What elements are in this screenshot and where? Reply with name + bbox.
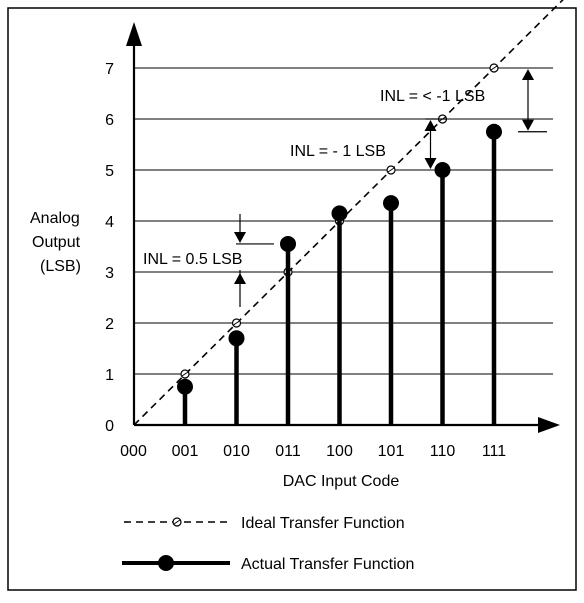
actual-point-101: [383, 195, 399, 212]
y-tick-labels: 0 1 2 3 4 5 6 7: [105, 61, 114, 435]
x-tick-100: 100: [326, 443, 353, 460]
x-tick-101: 101: [378, 443, 405, 460]
x-tick-010: 010: [223, 443, 250, 460]
x-axis-arrow: [538, 417, 560, 433]
ideal-point-mark-001: [181, 371, 189, 377]
y-axis-label-line3: (LSB): [40, 258, 81, 275]
inl-05-arrow-head-top: [234, 231, 246, 243]
legend: Ideal Transfer Function Actual Transfer …: [122, 515, 414, 573]
y-tick-6: 6: [105, 112, 114, 129]
x-tick-000: 000: [120, 443, 147, 460]
legend-actual-swatch: [122, 555, 230, 571]
y-tick-2: 2: [105, 316, 114, 333]
inl-lt-m1-label: INL = < -1 LSB: [380, 88, 485, 105]
x-tick-111: 111: [482, 443, 506, 460]
ideal-point-mark-101: [387, 167, 395, 173]
y-axis-arrow: [126, 22, 142, 46]
y-tick-3: 3: [105, 265, 114, 282]
inl-m1-arrow-head-top: [424, 120, 437, 131]
y-tick-5: 5: [105, 163, 114, 180]
y-tick-0: 0: [105, 418, 114, 435]
x-tick-labels: 000 001 010 011 100 101 110 111: [120, 443, 506, 460]
legend-ideal-label: Ideal Transfer Function: [241, 515, 405, 532]
inl-05-arrow-head-bottom: [234, 273, 246, 284]
y-axis-label-line2: Output: [32, 234, 81, 251]
figure-border: [7, 7, 577, 591]
y-tick-1: 1: [105, 367, 114, 384]
ideal-point-mark-010: [233, 320, 240, 326]
x-tick-110: 110: [430, 443, 456, 460]
x-tick-011: 011: [275, 443, 301, 460]
actual-point-100: [331, 205, 348, 222]
ideal-line: [133, 0, 564, 426]
legend-actual-label: Actual Transfer Function: [241, 556, 414, 573]
y-axis-label-line1: Analog: [30, 210, 80, 227]
grid: [134, 67, 553, 375]
inl-m1-label: INL = - 1 LSB: [290, 143, 386, 160]
x-tick-001: 001: [172, 443, 199, 460]
annotations: INL = 0.5 LSB INL = - 1 LSB INL = < -1 LSB: [143, 69, 547, 307]
inl-05-label: INL = 0.5 LSB: [143, 251, 242, 268]
y-tick-4: 4: [105, 214, 114, 231]
actual-series: [177, 123, 502, 425]
actual-point-011: [280, 235, 296, 252]
x-axis-label: DAC Input Code: [283, 473, 400, 490]
actual-point-110: [434, 162, 451, 178]
ideal-point-mark-111: [490, 65, 498, 71]
inl-m1-arrow-head-bottom: [424, 158, 437, 169]
actual-point-010: [228, 330, 245, 347]
actual-point-001: [177, 378, 193, 395]
inl-lt-m1-arrow-head-top: [522, 69, 534, 80]
inl-lt-m1-arrow-head-bottom: [522, 119, 534, 131]
legend-ideal-swatch: [124, 517, 230, 527]
y-tick-7: 7: [105, 61, 114, 78]
actual-point-111: [486, 123, 502, 140]
